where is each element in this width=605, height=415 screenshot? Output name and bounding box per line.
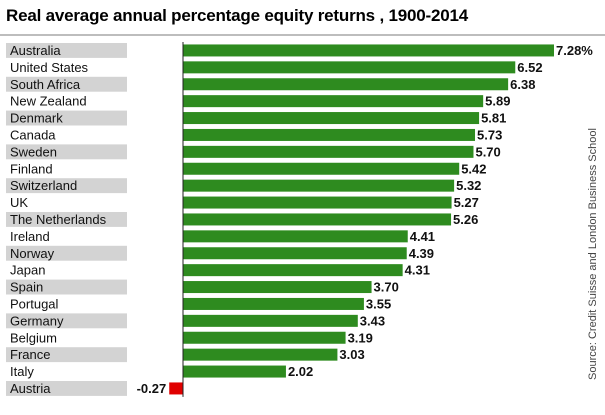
bar bbox=[183, 128, 476, 141]
category-label: France bbox=[10, 347, 50, 362]
title-bar: Real average annual percentage equity re… bbox=[0, 0, 605, 34]
data-label: 6.52 bbox=[517, 60, 542, 75]
category-label: Ireland bbox=[10, 229, 50, 244]
category-label: South Africa bbox=[10, 77, 81, 92]
category-label: Germany bbox=[10, 313, 64, 328]
bar bbox=[183, 145, 474, 158]
category-label: The Netherlands bbox=[10, 212, 107, 227]
data-label: 2.02 bbox=[288, 364, 313, 379]
label-band bbox=[6, 347, 127, 363]
bar bbox=[183, 264, 403, 277]
bar bbox=[183, 61, 516, 74]
bar bbox=[183, 162, 460, 175]
bar bbox=[183, 331, 346, 344]
data-label: 5.89 bbox=[485, 94, 510, 109]
category-label: Finland bbox=[10, 161, 53, 176]
data-label: 7.28% bbox=[556, 43, 593, 58]
bar bbox=[183, 196, 452, 209]
bar bbox=[183, 281, 372, 294]
data-label: 6.38 bbox=[510, 77, 535, 92]
data-label: 4.31 bbox=[405, 263, 430, 278]
title-divider bbox=[0, 34, 605, 36]
category-label: Belgium bbox=[10, 330, 57, 345]
bar bbox=[183, 44, 554, 57]
data-label: 5.27 bbox=[454, 195, 479, 210]
category-label: Spain bbox=[10, 280, 43, 295]
data-label: 4.39 bbox=[409, 246, 434, 261]
bar bbox=[183, 112, 480, 125]
label-band bbox=[6, 381, 127, 396]
source-note: Source: Credit Suisse and London Busines… bbox=[587, 128, 599, 380]
bar bbox=[183, 213, 452, 226]
bar bbox=[183, 314, 358, 327]
category-label: Austria bbox=[10, 381, 51, 396]
label-band bbox=[6, 212, 127, 227]
data-label: 5.32 bbox=[456, 178, 481, 193]
label-band bbox=[6, 279, 127, 295]
bar bbox=[183, 247, 407, 260]
data-label: 5.73 bbox=[477, 127, 502, 142]
category-label: Portugal bbox=[10, 296, 59, 311]
category-label: UK bbox=[10, 195, 28, 210]
data-label: 3.19 bbox=[348, 330, 373, 345]
data-label: 5.26 bbox=[453, 212, 478, 227]
data-label: 3.03 bbox=[339, 347, 364, 362]
label-band bbox=[6, 43, 127, 58]
data-label: 3.43 bbox=[360, 313, 385, 328]
category-label: Australia bbox=[10, 43, 61, 58]
data-label: 3.55 bbox=[366, 296, 391, 311]
category-label: Italy bbox=[10, 364, 34, 379]
label-band bbox=[6, 245, 127, 261]
category-label: Switzerland bbox=[10, 178, 77, 193]
data-label: 3.70 bbox=[374, 280, 399, 295]
data-label: 5.42 bbox=[461, 161, 486, 176]
data-label: 4.41 bbox=[410, 229, 435, 244]
category-label: Japan bbox=[10, 263, 45, 278]
category-label: Canada bbox=[10, 127, 56, 142]
bar bbox=[183, 297, 364, 310]
data-label: 5.81 bbox=[481, 111, 506, 126]
bar bbox=[183, 348, 338, 361]
bar bbox=[169, 382, 183, 395]
label-band bbox=[6, 110, 127, 126]
bar bbox=[183, 179, 455, 192]
category-label: United States bbox=[10, 60, 89, 75]
label-band bbox=[6, 76, 127, 92]
data-label: 5.70 bbox=[475, 144, 500, 159]
label-band bbox=[6, 144, 127, 160]
category-label: Sweden bbox=[10, 144, 57, 159]
chart-title: Real average annual percentage equity re… bbox=[6, 6, 468, 25]
label-band bbox=[6, 178, 127, 194]
category-label: New Zealand bbox=[10, 94, 87, 109]
bar bbox=[183, 78, 509, 91]
data-label: -0.27 bbox=[137, 381, 167, 396]
category-label: Norway bbox=[10, 246, 55, 261]
bar bbox=[183, 95, 484, 108]
label-band bbox=[6, 313, 127, 329]
bar bbox=[183, 230, 408, 243]
category-label: Denmark bbox=[10, 111, 63, 126]
bar bbox=[183, 365, 286, 378]
